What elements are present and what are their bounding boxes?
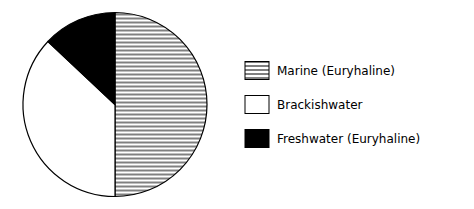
legend-swatch — [245, 62, 269, 80]
legend: Marine (Euryhaline) Brackishwater Freshwat… — [245, 62, 420, 148]
legend-label: Brackishwater — [277, 98, 363, 112]
legend-swatch — [245, 96, 269, 114]
legend-swatch — [245, 130, 269, 148]
slice — [115, 13, 207, 197]
pie — [23, 13, 207, 197]
legend-label: Freshwater (Euryhaline) — [277, 132, 420, 146]
chart: Marine (Euryhaline) Brackishwater Freshwat… — [0, 0, 474, 209]
slice — [48, 13, 115, 105]
legend-label: Marine (Euryhaline) — [277, 64, 395, 78]
